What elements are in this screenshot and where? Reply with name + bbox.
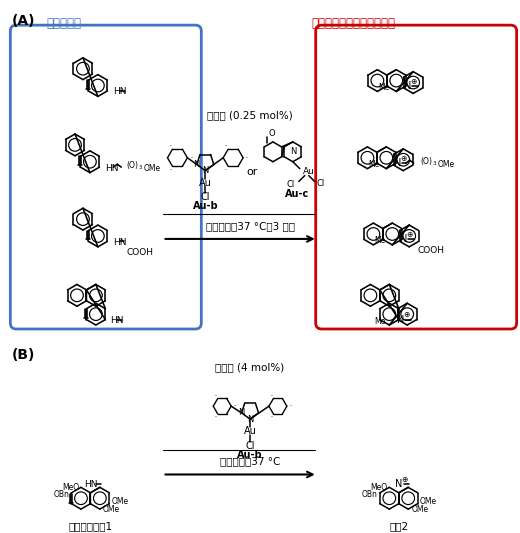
Text: N: N	[400, 235, 408, 245]
Text: ⊕: ⊕	[400, 154, 407, 163]
Text: or: or	[246, 167, 258, 176]
Text: -: -	[215, 415, 217, 419]
Text: Me: Me	[378, 83, 389, 92]
Text: OBn: OBn	[362, 490, 378, 499]
Text: Au-c: Au-c	[284, 189, 309, 199]
Text: HN: HN	[113, 238, 127, 247]
Text: COOH: COOH	[126, 248, 153, 257]
Text: $(\mathrm{O})_3$: $(\mathrm{O})_3$	[126, 160, 144, 173]
Text: Cl: Cl	[201, 192, 210, 203]
Text: -: -	[190, 155, 192, 160]
Text: -: -	[170, 167, 172, 172]
Text: ⊕: ⊕	[407, 230, 413, 239]
Text: OMe: OMe	[143, 164, 160, 173]
Text: MeO: MeO	[62, 483, 79, 492]
Text: Au-b: Au-b	[192, 201, 218, 211]
Text: 金触媒 (0.25 mol%): 金触媒 (0.25 mol%)	[207, 110, 293, 120]
Text: $(\mathrm{O})_3$: $(\mathrm{O})_3$	[420, 156, 437, 168]
Text: N: N	[397, 314, 405, 325]
Text: COOH: COOH	[418, 246, 445, 255]
Text: -: -	[233, 403, 236, 409]
Text: N: N	[238, 408, 245, 417]
Text: Cl: Cl	[245, 441, 255, 451]
Text: ⊕: ⊕	[401, 475, 408, 484]
Text: -: -	[270, 415, 272, 419]
Text: 緩衝液中，37 °C，3 時間: 緩衝液中，37 °C，3 時間	[205, 221, 294, 231]
Text: MeO: MeO	[370, 483, 387, 492]
Text: ⊕: ⊕	[410, 77, 417, 86]
Text: N: N	[394, 158, 401, 168]
Text: N: N	[193, 160, 200, 169]
Text: OMe: OMe	[103, 505, 120, 514]
Text: -: -	[270, 393, 272, 398]
Text: 緩衝液中，37 °C: 緩衝液中，37 °C	[220, 457, 280, 466]
Text: Me: Me	[374, 237, 385, 246]
Text: Au: Au	[243, 426, 256, 436]
Text: OMe: OMe	[437, 160, 454, 169]
Text: Cl: Cl	[317, 179, 325, 188]
Text: 前駆体構造: 前駆体構造	[46, 17, 81, 30]
Text: 金触媒 (4 mol%): 金触媒 (4 mol%)	[215, 362, 284, 373]
Text: OMe: OMe	[411, 505, 428, 514]
Text: N: N	[290, 147, 296, 156]
Text: ⊕: ⊕	[404, 310, 410, 319]
Text: -: -	[290, 403, 291, 409]
Text: HN: HN	[84, 480, 97, 489]
Text: HN: HN	[106, 164, 119, 173]
Text: N: N	[202, 166, 209, 175]
Text: Me: Me	[374, 317, 385, 326]
Text: (B): (B)	[11, 348, 35, 362]
Text: OBn: OBn	[54, 490, 70, 499]
Text: HN: HN	[113, 87, 127, 96]
Text: N: N	[404, 81, 411, 91]
Text: N: N	[395, 479, 402, 489]
Text: Cl: Cl	[287, 180, 295, 189]
Text: N: N	[247, 415, 253, 424]
Text: -: -	[225, 167, 227, 172]
Text: プロドラッグ1: プロドラッグ1	[69, 521, 113, 531]
Text: Me: Me	[368, 160, 380, 169]
Text: Au: Au	[199, 177, 212, 188]
Text: (A): (A)	[11, 14, 35, 28]
Text: -: -	[170, 143, 172, 148]
Text: HN: HN	[110, 316, 124, 325]
Text: フェナントリジニウム構造: フェナントリジニウム構造	[311, 17, 396, 30]
Text: 薬剤2: 薬剤2	[389, 521, 409, 531]
Text: OMe: OMe	[420, 497, 437, 506]
Text: O: O	[269, 128, 276, 138]
Text: OMe: OMe	[111, 497, 128, 506]
Text: Au-b: Au-b	[237, 450, 263, 459]
Text: Au: Au	[303, 167, 315, 176]
Text: -: -	[215, 393, 217, 398]
Text: -: -	[246, 155, 248, 160]
Text: -: -	[225, 143, 227, 148]
